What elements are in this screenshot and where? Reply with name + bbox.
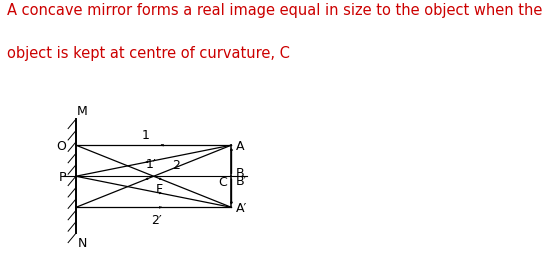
Text: P: P: [59, 170, 66, 183]
Text: M: M: [77, 104, 88, 117]
Text: A′: A′: [235, 201, 247, 214]
Text: B′: B′: [235, 174, 247, 187]
Text: object is kept at centre of curvature, C: object is kept at centre of curvature, C: [7, 46, 290, 61]
Text: 1: 1: [142, 129, 150, 141]
Text: 2′: 2′: [151, 213, 162, 226]
Text: O: O: [57, 139, 66, 152]
Text: A: A: [235, 139, 244, 152]
Text: F: F: [156, 183, 163, 196]
Text: N: N: [78, 236, 87, 249]
Text: C: C: [219, 175, 227, 188]
Text: 2: 2: [172, 158, 180, 171]
Text: B: B: [235, 166, 244, 179]
Text: 1′: 1′: [146, 157, 156, 170]
Text: A concave mirror forms a real image equal in size to the object when the: A concave mirror forms a real image equa…: [7, 3, 542, 18]
